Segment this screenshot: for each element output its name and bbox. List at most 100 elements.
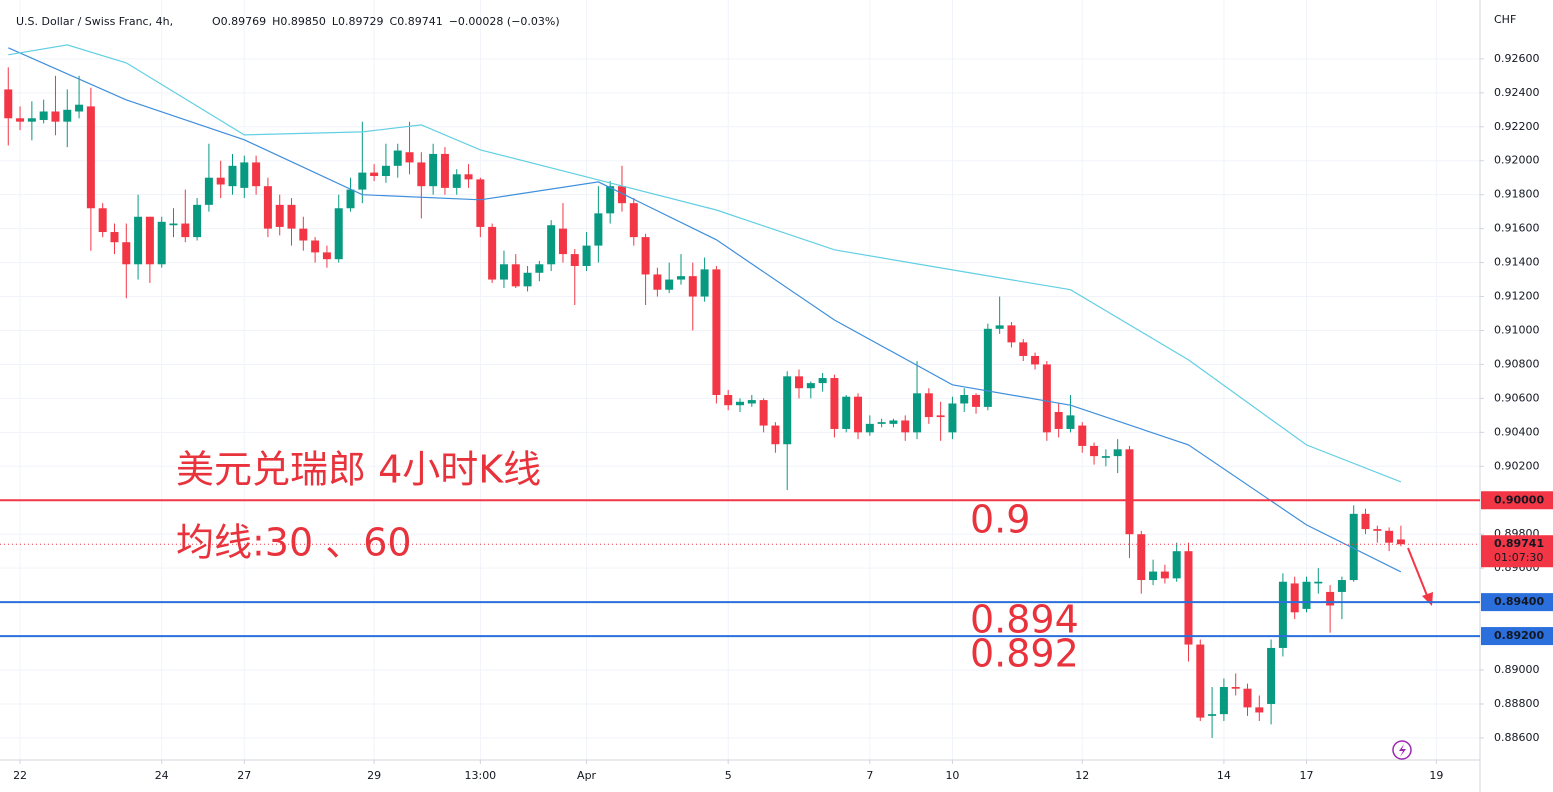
candle-body [1113,449,1122,457]
alert-icon[interactable] [1392,740,1412,760]
candle-body [547,225,556,265]
candle-body [322,252,331,260]
y-tick-label: 0.89000 [1494,663,1540,676]
y-tick-label: 0.90400 [1494,425,1540,438]
candle-body [193,204,202,238]
candle-body [27,118,36,122]
candle-body [51,111,60,122]
x-tick-label: 24 [155,769,169,782]
moving-average [8,47,1402,573]
candle-body [1078,425,1087,446]
level-annotation: 0.894 [970,598,1079,642]
candle-body [169,223,178,226]
x-tick-label: 17 [1300,769,1314,782]
candle-body [1172,551,1181,579]
candle-body [736,401,744,406]
candle-body [570,254,579,266]
candle-body [747,400,756,404]
candle-body [854,396,863,433]
candle-body [370,172,379,176]
candle-body [157,221,166,265]
candle-body [1396,539,1405,545]
candle-body [417,162,426,187]
candle-body [405,152,414,163]
x-tick-label: 12 [1075,769,1089,782]
candle-body [948,403,957,433]
grid [0,0,1480,760]
candle-body [1278,581,1287,648]
y-tick-label: 0.92200 [1494,120,1540,133]
y-tick-label: 0.90800 [1494,357,1540,370]
candle-body [181,223,190,238]
candle-body [228,165,237,187]
candle-body [806,383,815,389]
ohlc-value: −0.00028 (−0.03%) [449,15,560,28]
title: 美元兑瑞郎 4小时K线 [176,448,541,492]
candle-body [936,415,945,418]
candle-body [582,245,591,266]
candle-body [1149,571,1158,581]
candle-body [334,208,343,260]
y-tick-label: 0.91200 [1494,290,1540,303]
candle-body [75,104,84,112]
candle-body [240,162,249,188]
candle-body [145,216,154,265]
candle-body [1290,583,1299,613]
candle-body [1090,445,1099,457]
candle-body [1314,581,1323,584]
candle-body [311,240,320,253]
candle-body [263,186,272,229]
x-tick-label: 7 [866,769,873,782]
level-label: 0.89200 [1494,629,1544,642]
candle-body [134,216,143,265]
last-price-badge [1481,535,1553,568]
candle-body [429,153,438,187]
candle-body [913,393,922,433]
y-tick-label: 0.92600 [1494,52,1540,65]
candle-body [63,109,72,122]
level-badge [1481,491,1553,510]
candle-body [39,111,48,120]
candle-body [1219,687,1228,715]
candle-body [358,172,367,190]
ohlc-value: O0.89769 [212,15,266,28]
ohlc-value: H0.89850 [272,15,326,28]
x-tick-label: Apr [577,769,597,782]
candle-body [617,186,626,204]
candle-body [1208,714,1217,716]
candle-body [1007,325,1016,343]
candle-body [122,242,131,265]
candle-body [1302,581,1311,609]
last-price-label: 0.89741 [1494,537,1544,550]
candle-body [653,274,662,290]
candle-body [1054,411,1063,429]
candle-body [1243,688,1252,708]
candle-body [960,395,969,404]
ohlc-value: C0.89741 [390,15,443,28]
arrow [1407,547,1429,599]
candle-body [1137,534,1146,581]
level-label: 0.90000 [1494,493,1544,506]
currency: CHF [1494,13,1516,26]
candle-body [665,279,674,290]
candle-body [499,264,508,280]
candle-body [759,400,768,426]
candle-body [818,378,827,384]
candle-body [1373,529,1382,531]
candle-body [795,376,804,389]
candle-body [1361,513,1370,530]
candle-body [346,189,355,209]
x-tick-label: 5 [725,769,732,782]
x-tick-label: 19 [1429,769,1443,782]
level-badge [1481,593,1553,612]
candle-body [983,328,992,407]
y-tick-label: 0.90200 [1494,459,1540,472]
candle-body [1042,364,1051,433]
y-tick-label: 0.91000 [1494,323,1540,336]
candle-body [110,232,119,243]
alert-bolt [1399,744,1406,757]
candle-body [924,393,933,418]
candle-body [252,162,261,187]
